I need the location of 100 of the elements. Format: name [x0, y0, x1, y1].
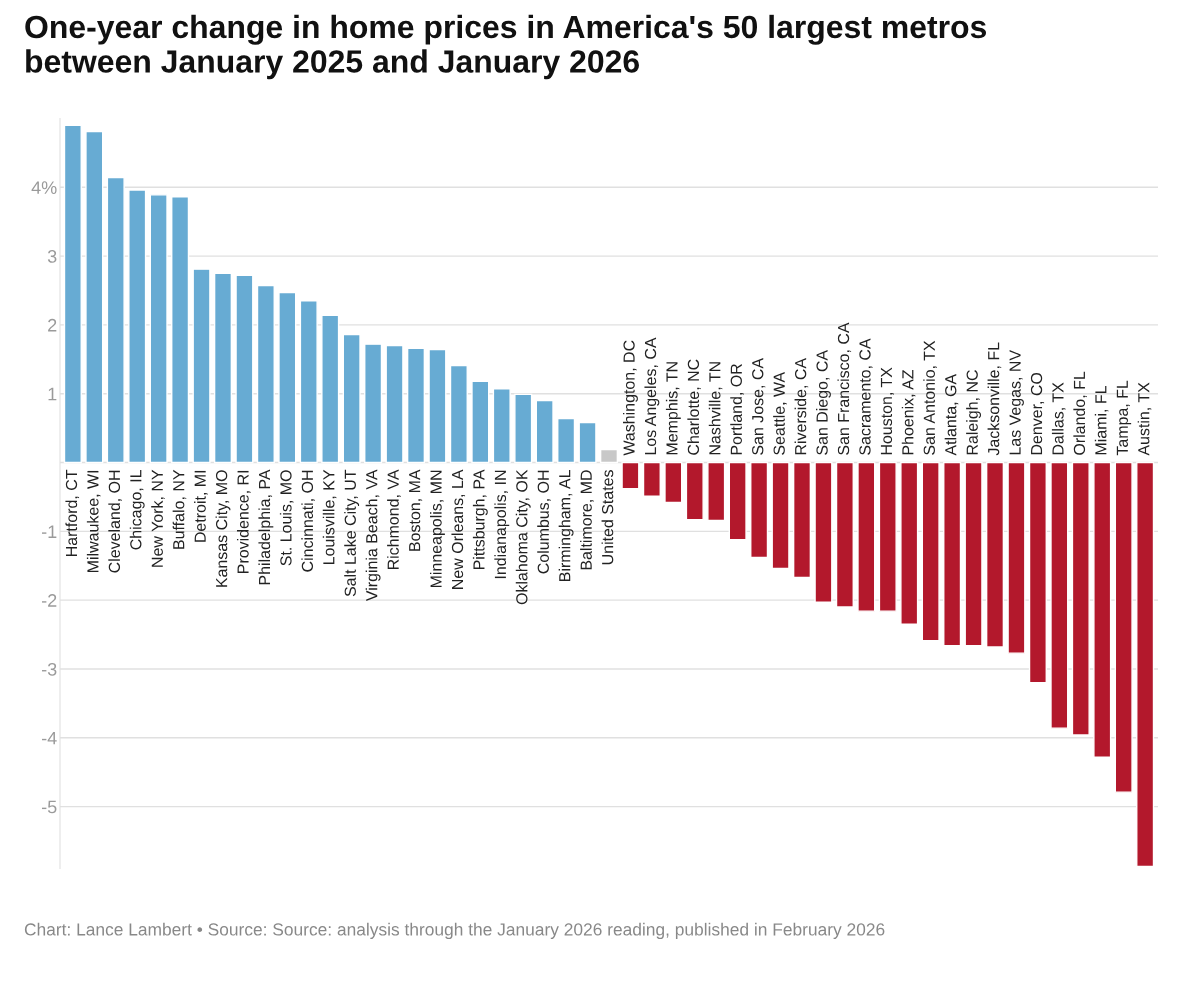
- bar: [814, 461, 833, 603]
- bar: [707, 461, 726, 522]
- bar: [878, 461, 897, 612]
- x-tick-label: Austin, TX: [1137, 382, 1152, 456]
- x-tick-label: Nashville, TN: [708, 362, 723, 455]
- x-tick-label: Chicago, IL: [129, 470, 145, 550]
- bar: [685, 461, 704, 521]
- bar: [385, 344, 404, 464]
- x-tick-label: Las Vegas, NV: [1009, 349, 1024, 455]
- bar: [621, 461, 640, 490]
- x-tick-label: Pittsburgh, PA: [472, 469, 488, 570]
- bar: [1050, 461, 1069, 729]
- x-tick-label: Seattle, WA: [773, 371, 787, 455]
- x-tick-label: Salt Lake City, UT: [344, 469, 360, 597]
- x-tick-label: Louisville, KY: [322, 469, 337, 565]
- bar: [557, 417, 576, 464]
- bar: [1136, 461, 1155, 868]
- x-tick-label: Cleveland, OH: [108, 470, 122, 573]
- y-tick-label: 2: [48, 318, 57, 332]
- x-tick-label: Birmingham, AL: [558, 470, 574, 581]
- bar: [642, 461, 661, 497]
- bar: [321, 314, 340, 464]
- bar: [1071, 461, 1090, 736]
- x-tick-label: Riverside, CA: [794, 357, 809, 455]
- bar: [364, 343, 383, 464]
- x-tick-label: San Diego, CA: [816, 349, 831, 455]
- x-tick-label: Jacksonville, FL: [987, 342, 1002, 456]
- bar: [406, 347, 426, 464]
- y-tick-label: -5: [41, 800, 57, 814]
- bar: [750, 461, 769, 559]
- x-tick-label: Raleigh, NC: [966, 370, 982, 455]
- x-tick-label: New York, NY: [151, 469, 165, 567]
- x-tick-label: Houston, TX: [880, 367, 894, 455]
- bar: [278, 291, 297, 464]
- x-tick-label: Hartford, CT: [65, 469, 80, 557]
- x-tick-label: Charlotte, NC: [687, 359, 701, 455]
- x-tick-label: New Orleans, LA: [451, 469, 466, 589]
- x-tick-label: Oklahoma City, OK: [515, 469, 531, 605]
- x-tick-label: Orlando, FL: [1073, 371, 1087, 455]
- bar: [192, 268, 211, 464]
- x-tick-label: Minneapolis, MN: [429, 470, 445, 588]
- bar: [256, 284, 275, 464]
- x-tick-label: Columbus, OH: [537, 470, 551, 574]
- bar: [664, 461, 683, 504]
- bar: [835, 461, 854, 608]
- bar: [943, 461, 962, 647]
- y-tick-label: -4: [41, 731, 57, 745]
- bar: [128, 189, 147, 464]
- bar: [213, 272, 233, 464]
- x-tick-label: San Jose, CA: [752, 357, 766, 455]
- x-tick-label: United States: [601, 470, 614, 565]
- x-tick-label: Sacramento, CA: [859, 338, 873, 455]
- bar: [149, 194, 168, 464]
- bar: [792, 461, 812, 579]
- bar: [921, 461, 940, 642]
- x-tick-label: Memphis, TN: [665, 362, 681, 455]
- x-tick-label: Dallas, TX: [1051, 382, 1066, 455]
- x-tick-label: Boston, MA: [409, 469, 423, 551]
- x-tick-label: Phoenix, AZ: [901, 369, 916, 455]
- bar: [964, 461, 983, 647]
- x-tick-label: St. Louis, MO: [279, 470, 294, 566]
- x-tick-label: Providence, RI: [236, 470, 251, 573]
- x-tick-label: Indianapolis, IN: [494, 470, 510, 579]
- bar: [449, 364, 468, 464]
- chart-title: One-year change in home prices in America's 50 largest metros between January 2025 and January 2026: [25, 14, 987, 80]
- bar: [342, 333, 361, 464]
- x-tick-label: Milwaukee, WI: [86, 470, 101, 573]
- bar: [171, 196, 190, 464]
- x-tick-label: Portland, OR: [730, 364, 744, 455]
- bar: [299, 300, 318, 464]
- bar: [63, 124, 82, 464]
- bar: [1028, 461, 1047, 684]
- x-tick-label: Detroit, MI: [194, 470, 208, 542]
- x-tick-label: Tampa, FL: [1116, 380, 1132, 456]
- bar: [235, 274, 254, 464]
- y-tick-label: -2: [41, 594, 57, 607]
- bar: [985, 461, 1005, 648]
- x-tick-label: Los Angeles, CA: [644, 337, 660, 455]
- x-tick-label: Washington, DC: [623, 340, 638, 456]
- bar: [1093, 461, 1112, 758]
- bar: [771, 461, 790, 570]
- y-tick-label: 3: [47, 250, 57, 263]
- bar: [1114, 461, 1133, 793]
- bar: [471, 380, 490, 464]
- x-tick-label: Denver, CO: [1030, 372, 1045, 455]
- y-tick-label: 1: [48, 387, 57, 401]
- x-tick-label: Philadelphia, PA: [258, 469, 274, 585]
- y-tick-label: -1: [41, 525, 57, 538]
- bar: [728, 461, 747, 541]
- x-tick-label: Buffalo, NY: [172, 469, 187, 549]
- x-tick-label: San Francisco, CA: [837, 322, 852, 455]
- x-tick-label: Atlanta, GA: [944, 373, 959, 456]
- x-tick-label: San Antonio, TX: [923, 340, 937, 455]
- bar: [428, 348, 447, 464]
- bar: [599, 448, 619, 464]
- x-tick-label: Richmond, VA: [387, 469, 401, 570]
- bar: [857, 461, 876, 612]
- bar: [106, 176, 125, 464]
- bar: [1007, 461, 1026, 654]
- y-tick-label: -3: [41, 662, 57, 676]
